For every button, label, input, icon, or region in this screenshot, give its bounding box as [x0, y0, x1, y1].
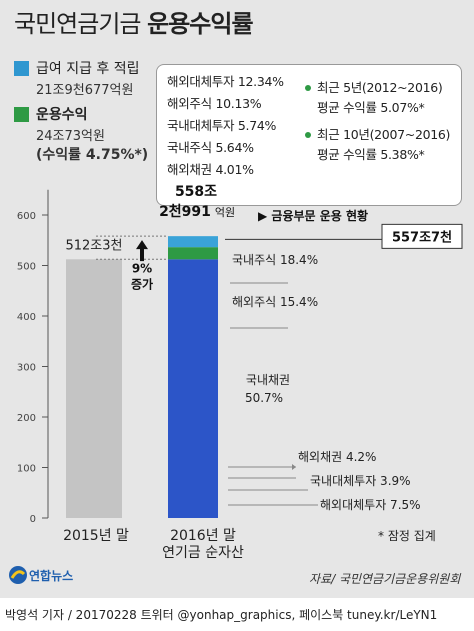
logo-text: 연합뉴스 [29, 569, 74, 583]
allocation-line: 국내주식 5.64% [167, 140, 254, 155]
legend-rate-returns: (수익률 4.75%*) [36, 147, 149, 163]
returns-5y-period: 최근 5년(2012~2016) [317, 80, 443, 95]
bar-2016-label-bottom: 2천991 [159, 204, 211, 220]
title-bold: 운용수익률 [147, 10, 253, 38]
portfolio-label: 해외대체투자 7.5% [320, 498, 421, 512]
legend-label-returns: 운용수익 [36, 107, 88, 123]
bar-2016-segment [168, 259, 218, 518]
portfolio-label: 해외채권 4.2% [298, 450, 376, 464]
x-category-label: 2015년 말 [63, 528, 129, 544]
financial-sector-value: 557조7천 [392, 230, 452, 245]
legend-sub-accumulation: 21조9천677억원 [36, 83, 134, 98]
returns-10y-period: 최근 10년(2007~2016) [317, 127, 451, 142]
growth-pct: 9% [132, 261, 152, 275]
source: 자료/ 국민연금기금운용위원회 [309, 572, 461, 586]
returns-5y-rate: 평균 수익률 5.07%* [317, 100, 425, 115]
bar-2016-label-top: 558조 [175, 184, 217, 200]
y-tick-label: 100 [17, 464, 36, 475]
legend-swatch-accumulation [14, 61, 29, 76]
info-box: 해외대체투자 12.34% 해외주식 10.13% 국내대체투자 5.74% 국… [156, 64, 462, 206]
legend-label-accumulation: 급여 지급 후 적립 [36, 61, 140, 77]
yonhap-logo [8, 565, 28, 589]
returns-10y-rate: 평균 수익률 5.38%* [317, 147, 425, 162]
growth-arrow [136, 240, 148, 262]
page-title: 국민연금기금 운용수익률 [14, 4, 254, 39]
y-tick-label: 400 [17, 312, 36, 323]
bullet-dot [305, 132, 311, 138]
portfolio-label: 국내대체투자 3.9% [310, 474, 411, 488]
financial-sector-box [381, 223, 463, 249]
allocation-line: 해외주식 10.13% [167, 96, 262, 111]
y-tick-label: 500 [17, 262, 36, 273]
portfolio-label: 50.7% [245, 391, 283, 405]
allocation-line: 국내대체투자 5.74% [167, 118, 277, 133]
footer-credit: 박영석 기자 / 20170228 트위터 @yonhap_graphics, … [5, 608, 438, 622]
legend-sub-returns: 24조73억원 [36, 129, 105, 144]
y-tick-label: 300 [17, 363, 36, 374]
yonhap-logo-mark [9, 566, 27, 584]
allocation-line: 해외대체투자 12.34% [167, 74, 284, 89]
portfolio-arrowhead [292, 464, 296, 470]
portfolio-label: 국내주식 18.4% [232, 253, 318, 267]
bullet-dot [305, 85, 311, 91]
x-category-label: 연기금 순자산 [162, 545, 244, 561]
bar-2016-label-unit: 억원 [215, 206, 235, 219]
bar-2015 [66, 259, 122, 518]
x-category-label: 2016년 말 [170, 528, 236, 544]
allocation-line: 해외채권 4.01% [167, 162, 254, 177]
y-tick-label: 600 [17, 211, 36, 222]
y-tick-label: 0 [30, 514, 36, 525]
bar-chart: 0 100 200 300 400 500 600 512조3천 558조 2천991 억원 9%증가… [17, 184, 463, 561]
portfolio-label: 해외주식 15.4% [232, 295, 318, 309]
bar-2015-label: 512조3천 [65, 238, 122, 253]
financial-sector-label: ▶ 금융부문 운용 현황 [258, 208, 368, 223]
note: * 잠정 집계 [378, 529, 436, 543]
y-tick-label: 200 [17, 413, 36, 424]
bar-2016-segment [168, 236, 218, 248]
legend-swatch-returns [14, 107, 29, 122]
title-normal: 국민연금기금 [14, 10, 141, 38]
bar-2016-segment [168, 247, 218, 260]
portfolio-label: 국내채권 [246, 373, 290, 387]
growth-text: 증가 [131, 276, 153, 291]
